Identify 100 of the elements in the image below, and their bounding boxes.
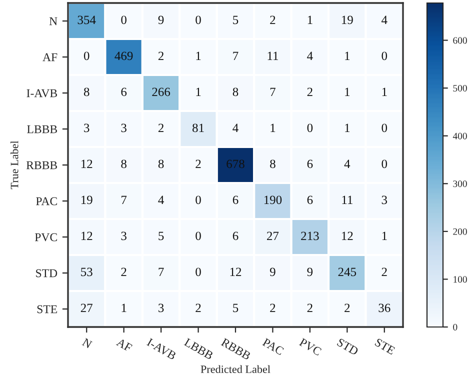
data-label: 12 xyxy=(81,232,92,240)
data-label: 1 xyxy=(270,124,276,132)
data-label: 4 xyxy=(232,124,238,132)
color-bar-label: 300 xyxy=(453,180,467,188)
data-label: 6 xyxy=(121,88,127,96)
color-bar-label: 600 xyxy=(453,37,467,44)
color-bar-label: 100 xyxy=(454,276,467,283)
data-label: 1 xyxy=(308,16,312,24)
data-label: 2 xyxy=(270,16,276,24)
data-label: 0 xyxy=(196,232,201,240)
data-label: 1 xyxy=(345,124,350,132)
y-tick-label: STE xyxy=(37,305,57,314)
data-label: 6 xyxy=(232,196,238,204)
data-label: 12 xyxy=(230,268,242,276)
data-label: 2 xyxy=(382,268,387,276)
data-label: 5 xyxy=(233,304,238,312)
data-label: 9 xyxy=(270,268,276,276)
data-label: 6 xyxy=(307,160,313,168)
x-tick-label: PVC xyxy=(298,338,322,356)
color-bar-label: 200 xyxy=(453,228,467,235)
y-tick-label: N xyxy=(49,17,58,26)
data-label: 8 xyxy=(232,88,238,96)
data-label: 266 xyxy=(152,88,170,96)
data-label: 678 xyxy=(226,160,244,168)
data-label: 190 xyxy=(264,196,282,204)
data-label: 3 xyxy=(121,124,126,132)
data-label: 3 xyxy=(158,304,164,312)
data-label: 213 xyxy=(301,232,319,240)
data-label: 1 xyxy=(382,88,387,96)
x-tick-label: STE xyxy=(374,338,396,355)
data-label: 2 xyxy=(196,160,201,168)
data-label: 36 xyxy=(378,304,390,312)
y-tick-label: I-AVB xyxy=(26,89,58,98)
data-label: 7 xyxy=(233,52,238,60)
y-tick-label: PAC xyxy=(36,197,57,206)
data-label: 2 xyxy=(307,304,312,312)
data-label: 0 xyxy=(84,52,90,60)
y-tick-label: PVC xyxy=(34,233,57,242)
data-label: 9 xyxy=(307,268,313,276)
data-label: 4 xyxy=(307,52,313,60)
data-label: 53 xyxy=(81,268,92,276)
x-tick-label: PAC xyxy=(262,338,284,356)
data-label: 0 xyxy=(382,52,388,60)
data-label: 2 xyxy=(121,268,126,276)
data-label: 5 xyxy=(233,16,238,24)
data-label: 3 xyxy=(121,232,126,240)
data-label: 4 xyxy=(382,16,388,24)
data-label: 9 xyxy=(158,16,164,24)
data-label: 8 xyxy=(121,160,126,168)
data-label: 8 xyxy=(84,88,90,96)
data-label: 2 xyxy=(344,304,350,312)
data-label: 0 xyxy=(196,16,201,24)
x-tick-label: STD xyxy=(336,338,359,356)
data-label: 19 xyxy=(81,196,92,204)
data-label: 12 xyxy=(81,160,92,168)
data-label: 0 xyxy=(382,160,388,168)
data-label: 2 xyxy=(158,124,164,132)
x-tick-label: N xyxy=(82,338,93,349)
data-label: 7 xyxy=(122,196,127,204)
data-label: 2 xyxy=(158,52,164,60)
data-label: 5 xyxy=(158,232,164,240)
y-tick-label: LBBB xyxy=(27,125,58,134)
data-label: 11 xyxy=(268,52,278,60)
data-label: 0 xyxy=(196,196,201,204)
data-label: 6 xyxy=(307,196,313,204)
data-label: 1 xyxy=(196,52,201,60)
data-label: 469 xyxy=(114,52,133,60)
data-label: 1 xyxy=(122,304,126,312)
data-label: 7 xyxy=(158,268,164,276)
data-label: 1 xyxy=(345,52,350,60)
data-label: 1 xyxy=(382,232,387,240)
data-label: 8 xyxy=(158,160,164,168)
data-label: 27 xyxy=(267,232,279,240)
color-bar-label: 0 xyxy=(453,324,458,330)
data-label: 4 xyxy=(158,196,164,204)
data-label: 4 xyxy=(344,160,350,168)
data-label: 3 xyxy=(382,196,388,204)
y-tick-label: RBBB xyxy=(26,161,58,170)
data-label: 2 xyxy=(307,88,312,96)
data-label: 6 xyxy=(232,232,238,240)
color-bar-label: 500 xyxy=(453,84,467,92)
y-axis-title: True Label xyxy=(10,140,18,190)
data-label: 81 xyxy=(192,124,204,132)
data-label: 1 xyxy=(345,88,350,96)
color-bar-label: 400 xyxy=(452,132,467,140)
data-label: 8 xyxy=(270,160,276,168)
data-label: 1 xyxy=(196,88,201,96)
data-label: 0 xyxy=(307,124,313,132)
data-label: 0 xyxy=(196,268,201,276)
data-label: 7 xyxy=(270,88,276,96)
y-tick-label: AF xyxy=(42,53,58,62)
data-label: 3 xyxy=(84,124,90,132)
data-label: 245 xyxy=(338,268,356,276)
x-tick-label: AF xyxy=(116,338,132,352)
y-tick-label: STD xyxy=(36,269,58,278)
data-label: 19 xyxy=(342,16,353,24)
data-label: 354 xyxy=(78,16,96,24)
data-label: 11 xyxy=(342,196,352,204)
data-label: 2 xyxy=(196,304,201,312)
data-label: 27 xyxy=(80,304,92,312)
